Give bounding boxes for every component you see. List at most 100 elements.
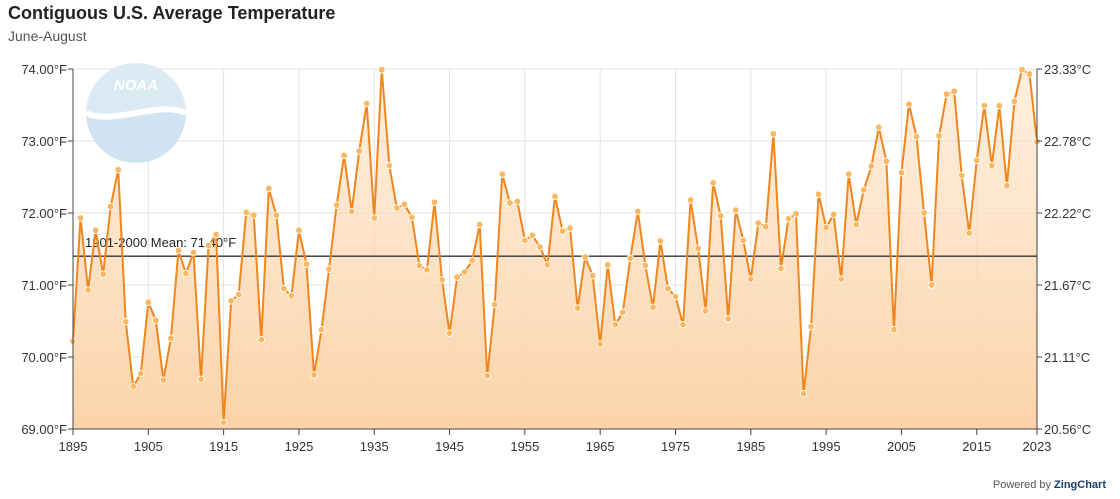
chart-title: Contiguous U.S. Average Temperature [8, 3, 336, 23]
data-point [566, 224, 574, 232]
data-point [528, 231, 537, 240]
y-tick-label-left: 69.00°F [21, 422, 67, 437]
y-tick-label-right: 21.11°C [1044, 350, 1090, 365]
x-tick-label: 1915 [209, 439, 238, 454]
data-point [513, 197, 522, 206]
data-point [965, 229, 973, 237]
data-point [536, 243, 544, 251]
data-point [754, 219, 763, 227]
y-tick-label-right: 20.56°C [1044, 422, 1091, 437]
data-point [91, 226, 100, 234]
data-point [506, 199, 514, 207]
x-tick-label: 1935 [360, 439, 389, 454]
x-tick-label: 2005 [887, 439, 916, 454]
y-tick-label-left: 70.00°F [21, 350, 67, 365]
data-point [159, 376, 168, 384]
data-point [701, 307, 710, 315]
data-point [912, 132, 921, 141]
data-point [852, 220, 860, 229]
data-point [611, 320, 619, 329]
data-point [634, 207, 642, 216]
x-tick-label: 2015 [962, 439, 991, 454]
data-point [475, 220, 484, 229]
data-point [626, 254, 635, 263]
data-point [1003, 181, 1011, 190]
x-tick-label: 1965 [586, 439, 615, 454]
axes: 1895 1905 1915 1925 1935 1945 1955 1965 1975 1985… [21, 62, 1091, 454]
data-point [415, 261, 424, 270]
data-point [219, 418, 228, 427]
data-point [686, 196, 695, 204]
data-point [807, 323, 815, 331]
data-point [317, 325, 326, 334]
data-markers [69, 66, 1041, 427]
data-point [573, 304, 582, 312]
data-point [430, 198, 439, 206]
data-point [250, 211, 258, 219]
data-point [483, 372, 491, 380]
data-point [84, 286, 92, 294]
y-tick-label-right: 23.33°C [1044, 62, 1091, 77]
data-point [106, 202, 115, 211]
noaa-logo-icon: NOAA [84, 63, 188, 163]
data-point [649, 303, 657, 312]
data-point [784, 215, 793, 223]
data-point [370, 214, 378, 222]
data-point [453, 273, 461, 281]
y-tick-label-left: 74.00°F [21, 62, 67, 77]
data-point [980, 102, 988, 110]
data-point [875, 123, 883, 132]
data-point [272, 211, 281, 219]
data-point [363, 99, 371, 108]
y-tick-label-left: 71.00°F [21, 278, 67, 293]
data-point [1025, 70, 1034, 78]
data-point [137, 369, 145, 378]
data-point [927, 281, 936, 289]
data-point [897, 168, 906, 177]
data-point [295, 226, 303, 234]
data-point [551, 192, 559, 201]
data-point [995, 102, 1004, 110]
x-tick-label: 1945 [435, 439, 464, 454]
data-point [114, 166, 122, 174]
data-point [393, 204, 401, 212]
x-tick-label: 1985 [736, 439, 765, 454]
data-point [378, 66, 386, 74]
data-point [400, 200, 409, 209]
data-point [747, 275, 755, 283]
data-point [144, 298, 153, 306]
data-point [581, 253, 589, 261]
data-point [942, 90, 951, 98]
data-point [619, 308, 627, 317]
data-point [935, 132, 943, 140]
data-point [129, 382, 137, 391]
data-point [822, 223, 830, 232]
data-point [242, 208, 250, 216]
data-point [845, 170, 853, 178]
data-point [867, 162, 876, 170]
data-point [347, 207, 356, 216]
data-point [882, 157, 891, 165]
data-point [732, 206, 740, 214]
data-point [182, 269, 190, 278]
x-tick-label: 1895 [59, 439, 88, 454]
data-point [1010, 97, 1019, 106]
data-point [543, 261, 552, 269]
data-point [167, 334, 175, 342]
data-point [792, 210, 800, 218]
credit: Powered by ZingChart [993, 479, 1106, 491]
data-point [905, 100, 913, 108]
data-point [837, 275, 845, 283]
data-point [656, 237, 665, 245]
data-point [460, 268, 469, 276]
x-tick-label: 1925 [284, 439, 313, 454]
logo-text: NOAA [114, 77, 158, 94]
data-point [769, 130, 778, 138]
data-point [799, 390, 808, 398]
data-point [174, 246, 183, 255]
data-point [694, 244, 702, 252]
data-point [671, 292, 680, 301]
credit-prefix: Powered by [992, 479, 1051, 491]
data-point [257, 336, 265, 344]
